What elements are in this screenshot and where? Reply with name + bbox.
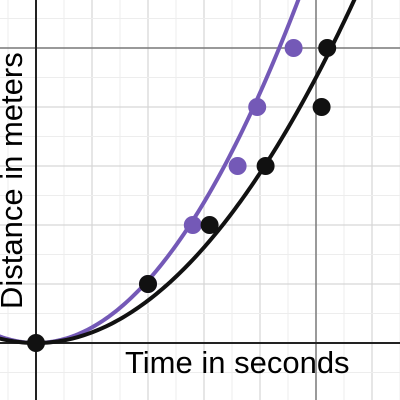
purple-data-point-3: [228, 157, 247, 175]
black-data-point-2: [139, 275, 157, 293]
black-data-point-3: [200, 216, 219, 234]
black-data-point-1: [27, 334, 45, 352]
black-data-point-6: [318, 39, 337, 57]
black-data-point-5: [312, 98, 331, 116]
y-axis-label: Distance in meters: [0, 52, 29, 309]
black-data-point-4: [256, 157, 275, 175]
purple-data-point-2: [183, 216, 202, 234]
purple-data-point-4: [248, 98, 267, 116]
x-axis-label: Time in seconds: [125, 345, 350, 380]
point-layer: [27, 39, 337, 352]
purple-data-point-5: [284, 39, 303, 57]
